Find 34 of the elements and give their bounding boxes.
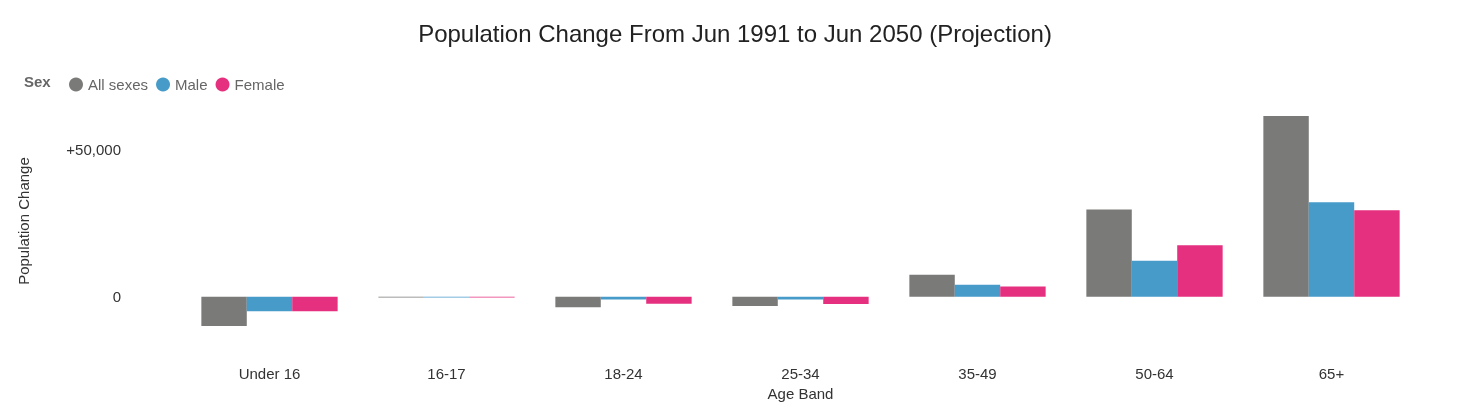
bar [1263,116,1309,297]
x-tick-label: Under 16 [238,365,301,383]
x-tick-label: 16-17 [427,365,466,383]
bar [292,296,338,312]
y-tick-label: 0 [112,288,121,306]
bar [600,296,647,300]
legend-label: All sexes [88,76,149,93]
x-tick-label: 50-64 [1135,365,1174,383]
legend-label: Male [175,76,208,93]
bar [777,296,824,300]
bar [909,274,955,297]
bar [1131,260,1178,297]
legend-label: Female [234,76,285,93]
bar [954,284,1001,297]
bar [246,296,293,312]
bar [1354,210,1400,297]
y-axis-title: Population Change [15,157,32,285]
bar [732,296,778,307]
bar [646,296,692,304]
bar [1000,286,1046,297]
x-tick-label: 18-24 [604,365,643,383]
bar [1177,245,1223,297]
bar [1086,209,1132,297]
y-tick-label: +50,000 [66,140,121,158]
bar [823,296,869,304]
legend-title: Sex [24,73,52,90]
x-tick-label: 35-49 [958,365,997,383]
x-axis-title: Age Band [767,385,834,402]
bar [555,296,601,308]
chart-title: Population Change From Jun 1991 to Jun 2050 (Projection) [418,19,1052,47]
x-tick-label: 65+ [1318,365,1345,383]
bar [1308,202,1355,297]
x-tick-label: 25-34 [781,365,820,383]
bar [201,296,247,327]
